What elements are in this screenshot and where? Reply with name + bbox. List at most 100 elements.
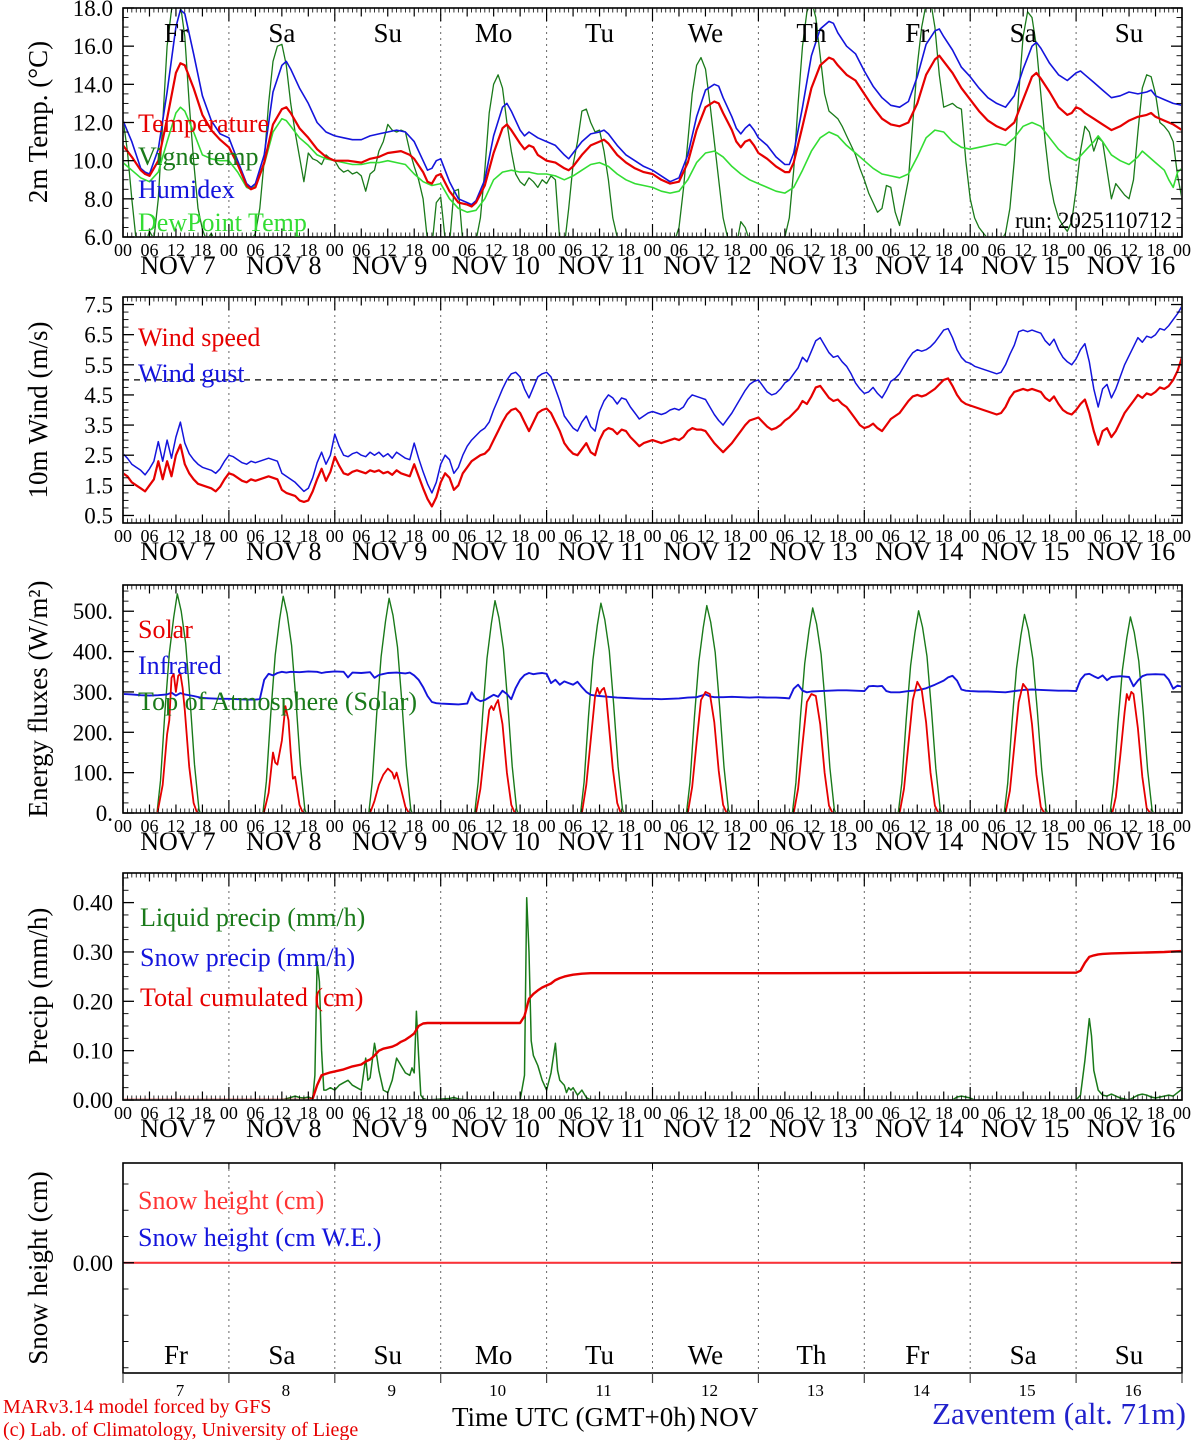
dow-label: Tu bbox=[585, 1340, 615, 1370]
date-label: NOV 14 bbox=[875, 251, 963, 280]
hour-tick-label: 12 bbox=[1120, 1103, 1138, 1123]
hour-tick-label: 18 bbox=[193, 1103, 211, 1123]
hour-tick-label: 12 bbox=[485, 526, 503, 546]
date-label: NOV 15 bbox=[981, 827, 1069, 856]
hour-tick-label: 12 bbox=[1014, 816, 1032, 836]
series-temperature-2 bbox=[124, 9, 1181, 206]
hour-tick-label: 18 bbox=[723, 816, 741, 836]
hour-tick-label: 06 bbox=[564, 816, 582, 836]
hour-tick-label: 00 bbox=[644, 816, 662, 836]
hour-tick-label: 00 bbox=[961, 1103, 979, 1123]
hour-tick-label: 12 bbox=[591, 816, 609, 836]
date-label: NOV 11 bbox=[558, 1114, 645, 1143]
hour-tick-label: 18 bbox=[193, 816, 211, 836]
day-number-label: 12 bbox=[701, 1381, 718, 1400]
hour-tick-label: 18 bbox=[1147, 240, 1165, 260]
hour-tick-label: 18 bbox=[829, 240, 847, 260]
precip-legend: Liquid precip (mm/h) Snow precip (mm/h) … bbox=[140, 898, 365, 1018]
hour-tick-label: 12 bbox=[802, 1103, 820, 1123]
date-label: NOV 7 bbox=[140, 827, 215, 856]
hour-tick-label: 12 bbox=[591, 240, 609, 260]
day-number-label: 16 bbox=[1125, 1381, 1142, 1400]
hour-tick-label: 06 bbox=[352, 816, 370, 836]
hour-tick-label: 06 bbox=[776, 816, 794, 836]
wind-legend: Wind speed Wind gust bbox=[138, 320, 260, 392]
hour-tick-label: 12 bbox=[591, 1103, 609, 1123]
hour-tick-label: 18 bbox=[617, 1103, 635, 1123]
hour-tick-label: 18 bbox=[935, 526, 953, 546]
hour-tick-label: 06 bbox=[246, 1103, 264, 1123]
y-tick-label: 8.0 bbox=[84, 187, 113, 212]
hour-tick-label: 00 bbox=[432, 1103, 450, 1123]
series-precip-2 bbox=[124, 949, 1181, 1099]
hour-tick-label: 00 bbox=[326, 816, 344, 836]
hour-tick-label: 00 bbox=[114, 816, 132, 836]
hour-tick-label: 06 bbox=[458, 526, 476, 546]
hour-tick-label: 18 bbox=[1147, 526, 1165, 546]
date-label: NOV 16 bbox=[1087, 537, 1175, 566]
date-label: NOV 14 bbox=[875, 827, 963, 856]
date-label: NOV 9 bbox=[352, 1114, 427, 1143]
day-number-label: 13 bbox=[807, 1381, 824, 1400]
series-energy-0 bbox=[156, 672, 1151, 812]
y-tick-label: 0.00 bbox=[73, 1088, 113, 1113]
hour-tick-label: 00 bbox=[1173, 526, 1191, 546]
hour-tick-label: 06 bbox=[988, 240, 1006, 260]
hour-tick-label: 12 bbox=[379, 240, 397, 260]
hour-tick-label: 18 bbox=[405, 816, 423, 836]
dow-label: Mo bbox=[475, 1340, 513, 1370]
date-label: NOV 7 bbox=[140, 537, 215, 566]
y-axis-title-energy: Energy fluxes (W/m²) bbox=[23, 580, 53, 818]
hour-tick-label: 00 bbox=[644, 1103, 662, 1123]
hour-tick-label: 18 bbox=[617, 240, 635, 260]
dow-label: We bbox=[688, 1340, 723, 1370]
hour-tick-label: 18 bbox=[1147, 1103, 1165, 1123]
y-tick-label: 0.10 bbox=[73, 1039, 113, 1064]
dow-label: Su bbox=[1115, 1340, 1144, 1370]
date-label: NOV 12 bbox=[663, 537, 751, 566]
hour-tick-label: 12 bbox=[485, 240, 503, 260]
hour-tick-label: 12 bbox=[908, 816, 926, 836]
hour-tick-label: 06 bbox=[246, 240, 264, 260]
hour-tick-label: 00 bbox=[220, 816, 238, 836]
hour-tick-label: 00 bbox=[220, 240, 238, 260]
hour-tick-label: 18 bbox=[723, 1103, 741, 1123]
series-temperature-3 bbox=[124, 106, 1181, 213]
hour-tick-label: 06 bbox=[140, 526, 158, 546]
legend-toa-solar: Top of Atmosphere (Solar) bbox=[138, 687, 418, 716]
hour-tick-label: 00 bbox=[855, 816, 873, 836]
dow-label: Mo bbox=[475, 18, 513, 48]
hour-tick-label: 00 bbox=[1067, 240, 1085, 260]
series-wind-1 bbox=[124, 306, 1181, 494]
hour-tick-label: 12 bbox=[1120, 816, 1138, 836]
dow-label: Fr bbox=[905, 1340, 929, 1370]
panel-precip: 0.00 0.10 0.20 0.30 0.40 00 06 12 18 00 06 12 18 00 06… bbox=[73, 872, 1191, 1143]
date-label: NOV 15 bbox=[981, 251, 1069, 280]
legend-dewpoint: DewPoint Temp bbox=[138, 208, 307, 237]
y-tick-label: 400. bbox=[73, 640, 113, 665]
y-tick-label: 0.00 bbox=[73, 1251, 113, 1276]
hour-tick-label: 00 bbox=[1173, 240, 1191, 260]
hour-tick-label: 18 bbox=[617, 526, 635, 546]
hour-tick-label: 00 bbox=[114, 240, 132, 260]
hour-tick-label: 00 bbox=[220, 1103, 238, 1123]
hour-tick-label: 18 bbox=[935, 1103, 953, 1123]
hour-tick-label: 18 bbox=[1041, 1103, 1059, 1123]
date-label: NOV 16 bbox=[1087, 251, 1175, 280]
hour-tick-label: 18 bbox=[511, 240, 529, 260]
hour-tick-label: 18 bbox=[1041, 240, 1059, 260]
date-label: NOV 9 bbox=[352, 537, 427, 566]
legend-solar: Solar bbox=[138, 615, 193, 644]
date-label: NOV 16 bbox=[1087, 1114, 1175, 1143]
hour-tick-label: 18 bbox=[829, 526, 847, 546]
hour-tick-label: 12 bbox=[696, 1103, 714, 1123]
legend-temperature: Temperature bbox=[138, 109, 269, 138]
x-axis-label: Time UTC (GMT+0h) bbox=[452, 1402, 696, 1432]
hour-tick-label: 00 bbox=[855, 1103, 873, 1123]
hour-tick-label: 00 bbox=[749, 816, 767, 836]
hour-tick-label: 12 bbox=[379, 526, 397, 546]
dow-label: Sa bbox=[268, 18, 295, 48]
series-wind-0 bbox=[124, 356, 1181, 508]
legend-liquid-precip: Liquid precip (mm/h) bbox=[140, 903, 366, 932]
hour-tick-label: 12 bbox=[1120, 526, 1138, 546]
